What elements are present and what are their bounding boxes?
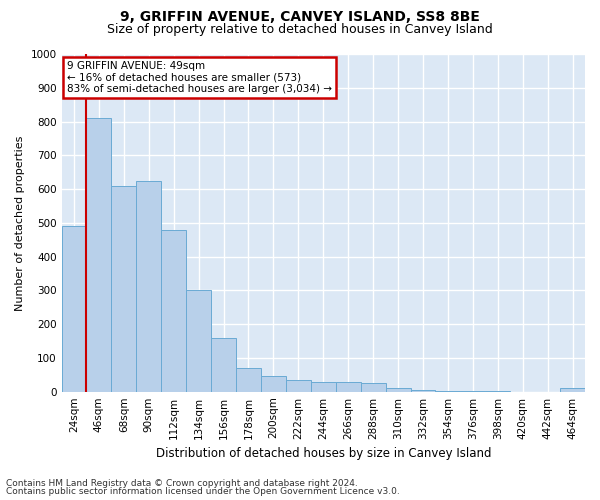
Bar	[286, 380, 311, 392]
Bar	[236, 368, 261, 392]
Bar	[386, 388, 410, 392]
Text: Size of property relative to detached houses in Canvey Island: Size of property relative to detached ho…	[107, 22, 493, 36]
Bar	[261, 376, 286, 392]
Bar	[311, 382, 336, 392]
Bar	[485, 391, 510, 392]
Bar	[410, 390, 436, 392]
Text: 9 GRIFFIN AVENUE: 49sqm
← 16% of detached houses are smaller (573)
83% of semi-d: 9 GRIFFIN AVENUE: 49sqm ← 16% of detache…	[67, 61, 332, 94]
Text: 9, GRIFFIN AVENUE, CANVEY ISLAND, SS8 8BE: 9, GRIFFIN AVENUE, CANVEY ISLAND, SS8 8B…	[120, 10, 480, 24]
X-axis label: Distribution of detached houses by size in Canvey Island: Distribution of detached houses by size …	[155, 447, 491, 460]
Bar	[460, 391, 485, 392]
Bar	[86, 118, 112, 392]
Bar	[161, 230, 186, 392]
Text: Contains public sector information licensed under the Open Government Licence v3: Contains public sector information licen…	[6, 487, 400, 496]
Y-axis label: Number of detached properties: Number of detached properties	[15, 135, 25, 310]
Bar	[112, 186, 136, 392]
Bar	[211, 338, 236, 392]
Bar	[336, 382, 361, 392]
Bar	[136, 180, 161, 392]
Bar	[62, 226, 86, 392]
Bar	[436, 390, 460, 392]
Bar	[560, 388, 585, 392]
Text: Contains HM Land Registry data © Crown copyright and database right 2024.: Contains HM Land Registry data © Crown c…	[6, 478, 358, 488]
Bar	[186, 290, 211, 392]
Bar	[361, 383, 386, 392]
